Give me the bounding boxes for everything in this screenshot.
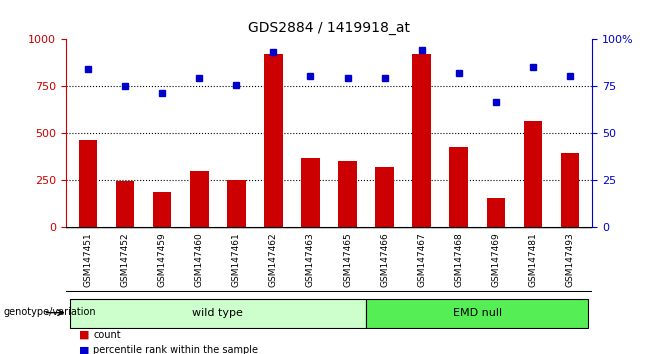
Text: GSM147461: GSM147461 [232,232,241,287]
Title: GDS2884 / 1419918_at: GDS2884 / 1419918_at [248,21,410,35]
Bar [79,140,97,227]
Text: GSM147466: GSM147466 [380,232,389,287]
Bar [116,181,134,227]
Text: GSM147462: GSM147462 [269,232,278,287]
Text: count: count [93,330,121,339]
Bar [227,180,245,227]
Text: GSM147469: GSM147469 [492,232,500,287]
Text: EMD null: EMD null [453,308,502,318]
Bar [366,299,588,328]
Text: GSM147468: GSM147468 [454,232,463,287]
Text: GSM147451: GSM147451 [84,232,93,287]
Text: GSM147481: GSM147481 [528,232,538,287]
Bar [413,54,431,227]
Bar [449,147,468,227]
Text: GSM147452: GSM147452 [120,232,130,287]
Text: genotype/variation: genotype/variation [3,307,96,317]
Bar [486,198,505,227]
Bar [301,158,320,227]
Bar [153,192,172,227]
Text: GSM147493: GSM147493 [565,232,574,287]
Text: GSM147463: GSM147463 [306,232,315,287]
Text: wild type: wild type [192,308,243,318]
Bar [70,299,366,328]
Bar [338,161,357,227]
Text: GSM147459: GSM147459 [158,232,166,287]
Bar [264,54,283,227]
Text: ■: ■ [79,346,89,354]
Bar [524,121,542,227]
Text: ■: ■ [79,330,89,339]
Bar [190,171,209,227]
Text: percentile rank within the sample: percentile rank within the sample [93,346,259,354]
Text: GSM147467: GSM147467 [417,232,426,287]
Bar [561,153,579,227]
Bar [375,167,394,227]
Text: GSM147460: GSM147460 [195,232,204,287]
Text: GSM147465: GSM147465 [343,232,352,287]
